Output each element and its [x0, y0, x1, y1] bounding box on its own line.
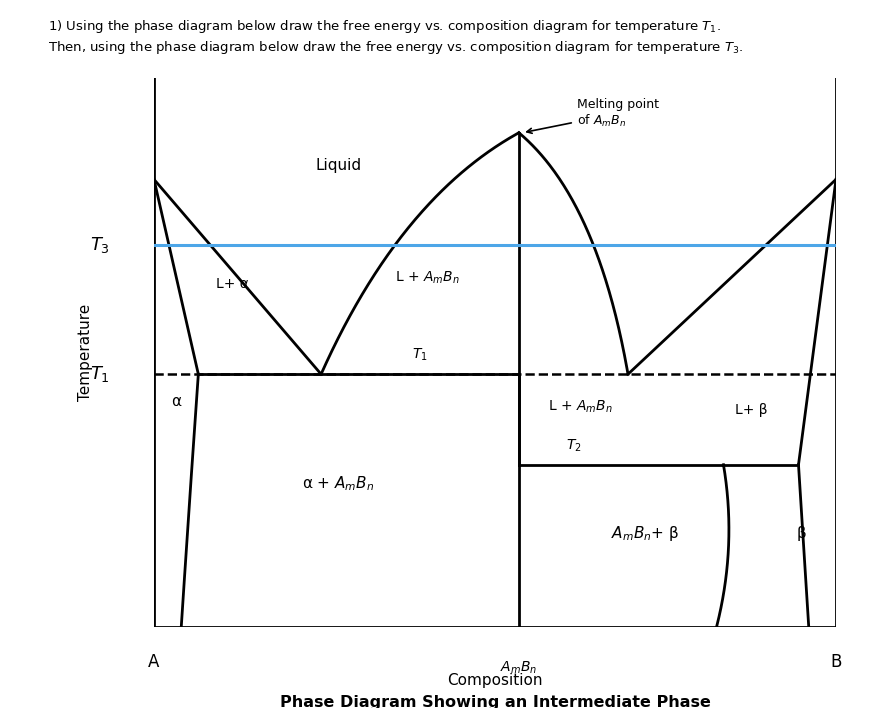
Text: α: α [171, 394, 181, 409]
Text: $T_2$: $T_2$ [566, 438, 582, 454]
Text: Liquid: Liquid [315, 158, 361, 173]
Text: L+ β: L+ β [735, 403, 767, 417]
Text: $T_1$: $T_1$ [90, 364, 110, 384]
Text: Temperature: Temperature [78, 304, 93, 401]
Text: L+ α: L+ α [216, 277, 249, 291]
Text: Then, using the phase diagram below draw the free energy vs. composition diagram: Then, using the phase diagram below draw… [48, 39, 744, 56]
Text: B: B [831, 653, 841, 671]
Text: L + $A_mB_n$: L + $A_mB_n$ [548, 399, 612, 416]
Text: α + $A_mB_n$: α + $A_mB_n$ [302, 474, 374, 493]
Text: L + $A_mB_n$: L + $A_mB_n$ [394, 270, 459, 286]
Text: A: A [149, 653, 159, 671]
Text: Phase Diagram Showing an Intermediate Phase: Phase Diagram Showing an Intermediate Ph… [280, 695, 710, 708]
Text: $T_1$: $T_1$ [412, 347, 428, 363]
Text: 1) Using the phase diagram below draw the free energy vs. composition diagram fo: 1) Using the phase diagram below draw th… [48, 18, 722, 35]
Text: Composition: Composition [447, 673, 543, 688]
Text: $T_3$: $T_3$ [90, 235, 110, 255]
Text: β: β [797, 526, 807, 541]
Text: $A_mB_n$+ β: $A_mB_n$+ β [611, 524, 679, 543]
Text: $A_mB_n$: $A_mB_n$ [501, 660, 538, 676]
Text: Melting point
of $A_mB_n$: Melting point of $A_mB_n$ [527, 98, 659, 133]
